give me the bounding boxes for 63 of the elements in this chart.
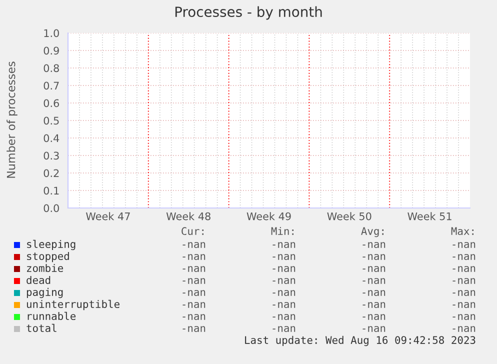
text: -nan: [182, 326, 206, 332]
text: -nan: [272, 254, 296, 260]
text: -nan: [452, 290, 476, 296]
text: -nan: [452, 314, 476, 320]
legend-label: dead: [26, 276, 50, 284]
y-tick-label: 1.0: [44, 29, 59, 38]
x-tick-label: Week 51: [408, 212, 452, 220]
text: Max:: [451, 227, 474, 236]
text: -nan: [362, 242, 386, 248]
legend-label: uninterruptible: [26, 300, 120, 310]
x-tick-label: Week 48: [166, 212, 210, 220]
text: Min:: [271, 226, 294, 235]
legend-label: paging: [26, 288, 63, 298]
x-tick-label: Week 50: [327, 212, 372, 220]
text: -nan: [362, 266, 386, 272]
legend-label: total: [26, 324, 56, 332]
text: -nan: [182, 290, 206, 296]
text: -nan: [362, 314, 386, 320]
text: -nan: [272, 242, 296, 248]
y-tick-label: 0.5: [44, 116, 59, 125]
text: -nan: [362, 278, 386, 284]
text: -nan: [182, 278, 206, 284]
text: -nan: [452, 242, 476, 248]
text: -nan: [272, 314, 296, 320]
text: -nan: [272, 266, 296, 272]
text: -nan: [182, 266, 206, 272]
text: -nan: [362, 290, 386, 296]
text: Cur:: [182, 227, 204, 236]
text: Avg:: [361, 227, 384, 238]
text: -nan: [272, 278, 296, 284]
text: -nan: [362, 326, 386, 332]
y-tick-label: 0.4: [44, 134, 60, 142]
text: -nan: [452, 254, 476, 260]
text: -nan: [272, 290, 296, 296]
text: -nan: [182, 314, 206, 320]
y-tick-label: 0.1: [44, 186, 59, 195]
text: -nan: [452, 278, 476, 284]
text: -nan: [272, 326, 296, 332]
text: -nan: [272, 302, 296, 308]
legend-label: stopped: [27, 252, 69, 262]
y-tick-label: 0.9: [44, 46, 59, 55]
chart-title: Processes - by month: [175, 6, 322, 20]
text: Last update: Wed Aug 16 09:42:58 2023: [245, 336, 476, 346]
legend-label: sleeping: [27, 240, 76, 250]
text: -nan: [182, 302, 206, 308]
y-tick-label: 0.2: [44, 169, 59, 178]
text: -nan: [182, 254, 206, 260]
x-tick-label: Week 49: [246, 212, 291, 220]
text: -nan: [362, 254, 386, 260]
y-tick-label: 0.0: [44, 204, 59, 212]
y-tick-label: 0.6: [44, 99, 60, 108]
y-axis-title: Number of processes: [6, 62, 18, 178]
y-tick-label: 0.7: [44, 82, 59, 90]
legend-label: zombie: [27, 264, 64, 272]
x-tick-label: Week 47: [86, 212, 130, 220]
text: -nan: [362, 302, 386, 308]
text: -nan: [452, 266, 476, 272]
y-tick-label: 0.3: [44, 152, 59, 160]
y-tick-label: 0.8: [44, 64, 59, 72]
text: -nan: [452, 326, 476, 332]
text: -nan: [182, 242, 206, 248]
legend-label: runnable: [28, 312, 76, 320]
text: -nan: [452, 302, 476, 308]
